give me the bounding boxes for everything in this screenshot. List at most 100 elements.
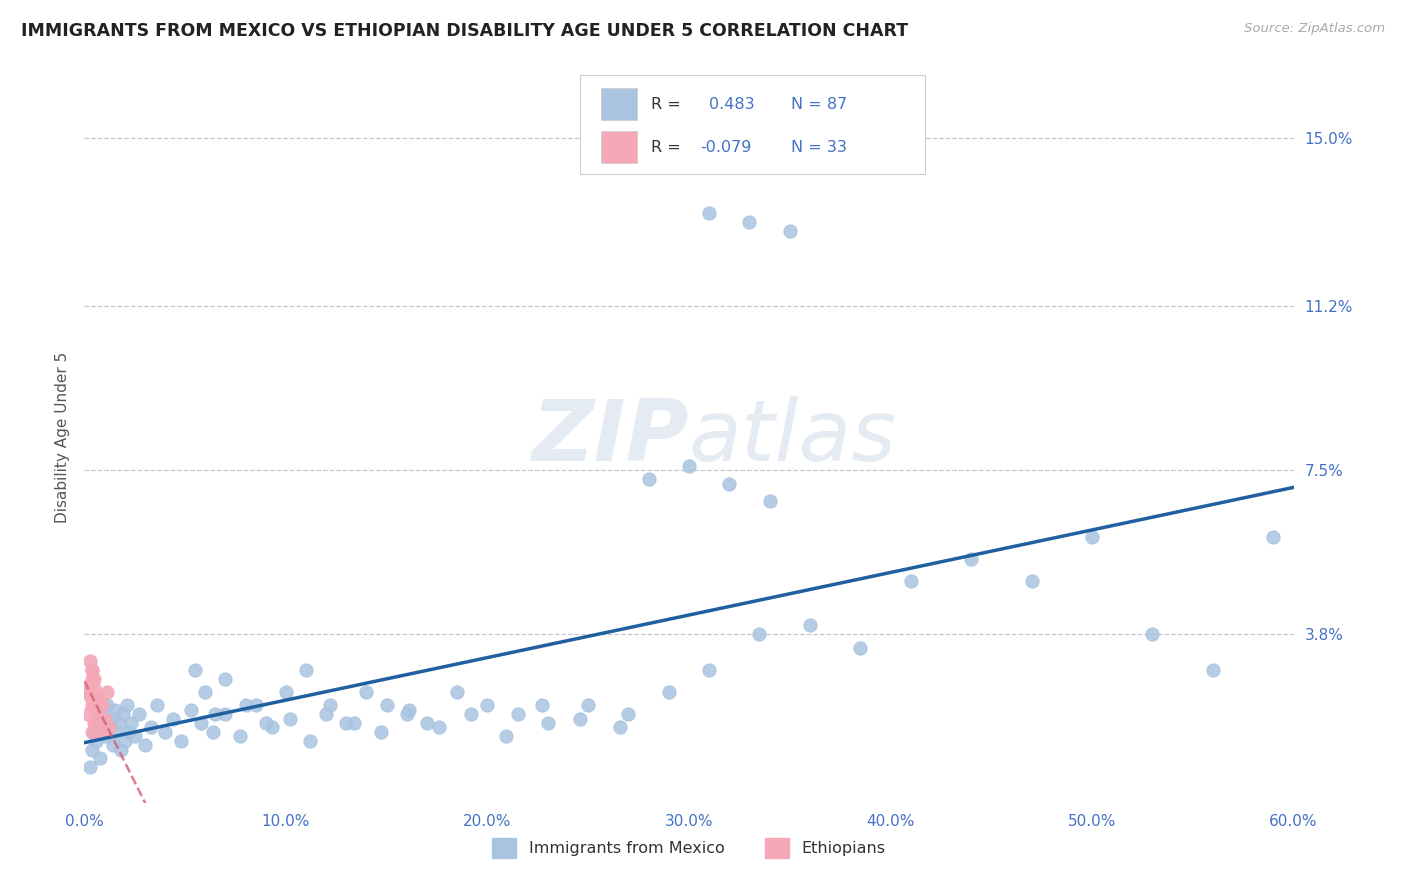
Point [82, 672, 104, 686]
Point [110, 742, 132, 756]
Point [82, 698, 104, 713]
Point [83, 672, 105, 686]
Point [343, 716, 366, 731]
Point [427, 721, 450, 735]
Point [375, 698, 398, 713]
Point [170, 733, 193, 747]
Point [82, 724, 104, 739]
Point [83, 698, 105, 713]
Point [139, 721, 162, 735]
Point [83, 681, 105, 695]
Point [637, 472, 659, 486]
Point [79, 681, 101, 695]
Point [89, 724, 111, 739]
Point [93, 724, 115, 739]
Point [960, 552, 983, 566]
Point [79, 690, 101, 704]
Point [89, 716, 111, 731]
Point [86, 707, 108, 722]
Legend: Immigrants from Mexico, Ethiopians: Immigrants from Mexico, Ethiopians [486, 832, 891, 864]
Point [416, 716, 439, 731]
Point [678, 458, 700, 473]
Point [260, 721, 283, 735]
Point [184, 663, 207, 677]
Point [779, 224, 801, 238]
Point [77, 707, 100, 722]
Point [96, 698, 118, 713]
Point [87, 716, 110, 731]
Y-axis label: Disability Age Under 5: Disability Age Under 5 [55, 351, 70, 523]
Text: 0.483: 0.483 [710, 96, 755, 112]
Point [82, 742, 104, 756]
Point [100, 712, 122, 726]
Point [1081, 530, 1104, 544]
Point [335, 716, 357, 731]
Point [128, 707, 150, 722]
Point [79, 654, 101, 668]
Point [89, 751, 111, 765]
Point [86, 698, 108, 713]
Point [228, 729, 250, 743]
Point [97, 721, 120, 735]
Bar [600, 131, 637, 163]
Point [460, 707, 482, 722]
Point [87, 698, 110, 713]
Point [79, 685, 101, 699]
Point [124, 729, 146, 743]
Text: ZIP: ZIP [531, 395, 689, 479]
Point [356, 685, 378, 699]
Point [86, 733, 108, 747]
Point [146, 698, 169, 713]
Point [214, 707, 236, 722]
Point [718, 476, 741, 491]
Text: Source: ZipAtlas.com: Source: ZipAtlas.com [1244, 22, 1385, 36]
Point [194, 685, 217, 699]
Point [82, 663, 104, 677]
Point [370, 724, 392, 739]
FancyBboxPatch shape [581, 75, 925, 174]
Point [96, 685, 118, 699]
Point [87, 716, 110, 731]
Point [495, 729, 517, 743]
Point [254, 716, 277, 731]
Point [79, 760, 101, 774]
Point [104, 703, 127, 717]
Point [204, 707, 226, 722]
Point [93, 712, 115, 726]
Point [153, 724, 176, 739]
Point [115, 698, 138, 713]
Point [569, 712, 592, 726]
Point [214, 672, 236, 686]
Text: atlas: atlas [689, 395, 897, 479]
Point [617, 707, 640, 722]
Point [162, 712, 184, 726]
Point [315, 707, 337, 722]
Point [235, 698, 257, 713]
Point [118, 724, 141, 739]
Point [295, 663, 318, 677]
Point [576, 698, 599, 713]
Point [89, 698, 111, 713]
Point [180, 703, 202, 717]
Text: R =: R = [651, 96, 692, 112]
Point [114, 733, 136, 747]
Point [83, 690, 105, 704]
Point [697, 663, 720, 677]
Point [446, 685, 468, 699]
Point [697, 206, 720, 220]
Point [202, 724, 225, 739]
Point [86, 707, 108, 722]
Point [83, 724, 105, 739]
Point [609, 721, 631, 735]
Point [398, 703, 420, 717]
Point [477, 698, 499, 713]
Point [105, 724, 128, 739]
Point [900, 574, 922, 589]
Point [299, 733, 322, 747]
Bar [600, 88, 637, 120]
Point [1202, 663, 1225, 677]
Point [506, 707, 529, 722]
Point [278, 712, 301, 726]
Point [87, 724, 110, 739]
Point [1021, 574, 1043, 589]
